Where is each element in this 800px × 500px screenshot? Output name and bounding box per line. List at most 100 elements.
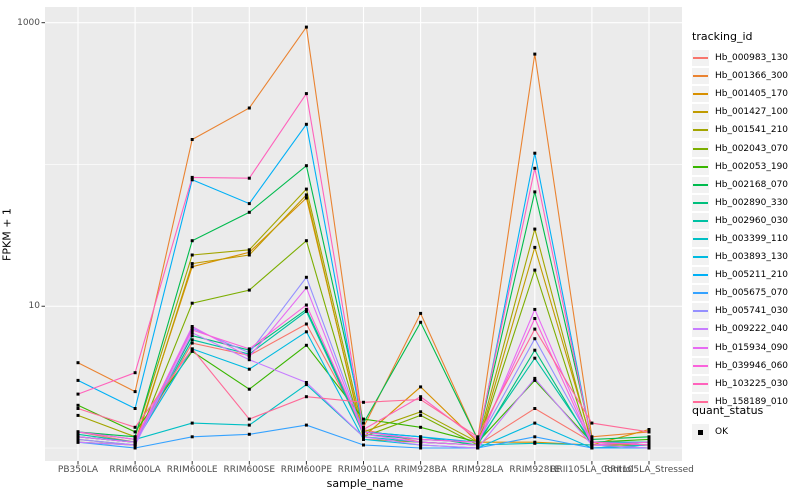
legend-label: Hb_001405_170 [715,89,789,100]
data-point [476,437,480,441]
data-point [190,325,194,328]
data-point [647,446,651,450]
legend-item: Hb_002168_070 [692,176,800,194]
data-point [304,196,308,200]
data-point [247,355,251,359]
x-tick-label: RRIM928LE [509,465,561,475]
legend-label: Hb_001427_100 [715,107,789,118]
data-point [362,400,365,404]
legend-line-swatch-icon [692,285,709,302]
data-point [247,417,251,421]
data-point [533,166,537,170]
legend-line-swatch-icon [692,140,709,157]
y-tick-label: 1000 [17,17,40,28]
legend-line-swatch-icon [692,339,709,356]
data-point [533,441,537,445]
legend-line-swatch-icon [692,176,709,193]
data-point [419,311,423,315]
data-point [533,435,537,439]
data-point [247,367,251,371]
data-point [590,435,594,439]
data-point [647,440,651,444]
data-point [190,421,194,425]
data-point [590,440,594,444]
legend-label: Hb_103225_030 [715,378,789,389]
data-point [476,435,480,439]
legend-label: Hb_001541_210 [715,125,789,136]
quant-status-legend: quant_status OK [692,404,800,441]
legend-line-swatch-icon [692,158,709,175]
legend-label: Hb_005675_070 [715,288,789,299]
data-point [76,361,80,365]
data-point [190,175,194,179]
x-tick-label: RRIM600LE [166,465,218,475]
x-tick-label: RRIM901LA [337,465,390,475]
legend-line-swatch-icon [692,267,709,284]
data-point [476,446,480,450]
data-point [476,443,480,447]
data-point [362,443,365,447]
data-point [419,413,423,417]
data-point [533,317,537,320]
data-point [304,92,308,96]
legend-item: Hb_001366_300 [692,67,800,85]
legend-line-swatch-icon [692,321,709,338]
legend-item: Hb_158189_010 [692,393,800,411]
x-tick-label: RRII105LA_Control [550,465,634,475]
data-point [533,327,537,331]
legend-label: Hb_003893_130 [715,252,789,263]
data-point [247,351,251,355]
legend-label: Hb_002053_190 [715,161,789,172]
data-point [190,262,194,266]
data-point [247,202,251,206]
legend-line-swatch-icon [692,212,709,229]
data-point [247,288,251,292]
legend-label: Hb_158189_010 [715,396,789,407]
data-point [533,376,537,380]
data-point [133,437,137,441]
data-point [419,446,423,450]
legend-item: Hb_005211_210 [692,266,800,284]
data-point [419,443,423,447]
data-point [190,178,194,182]
data-point [533,151,537,155]
data-point [190,349,194,353]
data-point [533,245,537,249]
data-point [304,122,308,126]
data-point [476,440,480,444]
data-point [190,138,194,141]
data-point [133,443,137,447]
data-point [419,395,423,399]
data-point [647,435,651,439]
legend-label: Hb_003399_110 [715,233,789,244]
data-point [362,437,365,441]
legend-item: Hb_039946_060 [692,357,800,375]
data-point [362,421,365,425]
data-point [362,432,365,436]
data-point [247,250,251,254]
legend-label: Hb_005741_030 [715,306,789,317]
data-point [304,187,308,191]
data-point [419,425,423,429]
legend-label: Hb_001366_300 [715,71,789,82]
data-point [304,307,308,311]
data-point [247,358,251,362]
data-point [304,383,308,387]
legend-item: Hb_002960_030 [692,212,800,230]
x-axis-title: sample_name [326,477,404,490]
data-point [419,385,423,389]
data-point [76,437,80,441]
data-point [304,239,308,243]
data-point [76,407,80,410]
data-point [533,378,537,382]
data-point [533,421,537,425]
legend-item: Hb_003399_110 [692,230,800,248]
legend-item: Hb_015934_090 [692,339,800,357]
y-axis-title: FPKM + 1 [0,208,14,261]
legend-item: Hb_001427_100 [692,103,800,121]
data-point [419,410,423,414]
data-point [247,176,251,180]
data-point [533,407,537,410]
data-point [304,322,308,326]
